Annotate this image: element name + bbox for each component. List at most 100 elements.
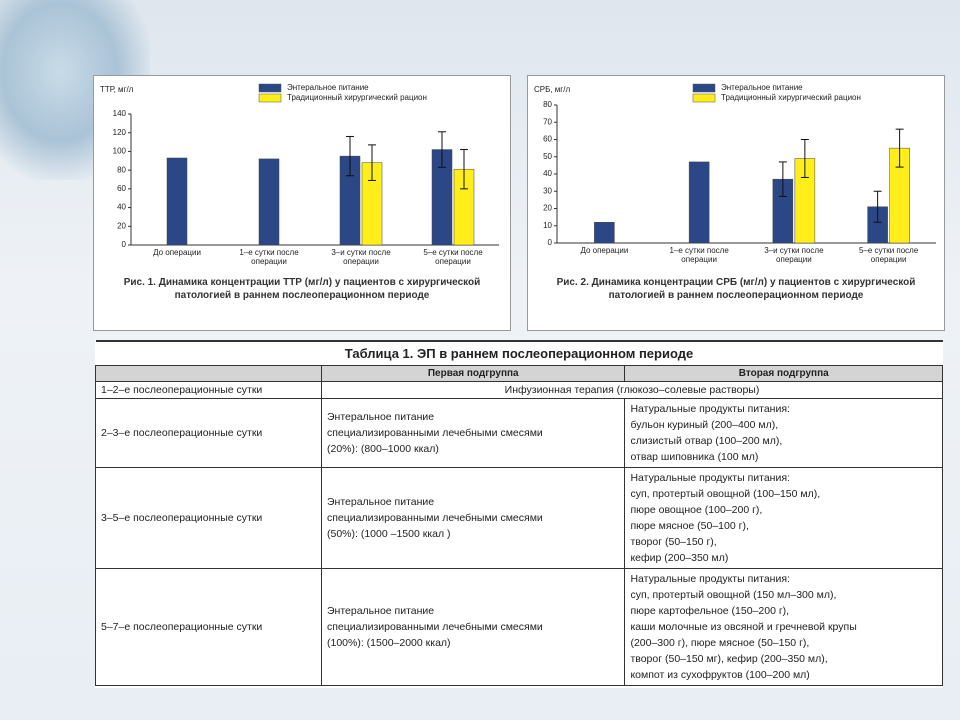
x-label-box: 5–е сутки после операции xyxy=(423,248,483,266)
x-tick-label: До операции xyxy=(153,248,201,257)
table-row: 2–3–е послеоперационные сутки Энтеральное… xyxy=(95,398,943,468)
y-tick-label: 120 xyxy=(113,128,127,137)
chart: СРБ, мг/л 0 10 20 30 40 50 60 70 80 Энтеральное пи… xyxy=(534,83,936,301)
x-tick-label: 5–е сутки после операции xyxy=(423,248,483,266)
cell-line: специализированными лечебными смесями xyxy=(327,427,543,439)
legend-label: Традиционный хирургический рацион xyxy=(721,93,861,102)
cell-line: отвар шиповника (100 мл) xyxy=(630,451,759,463)
period-cell: 3–5–е послеоперационные сутки xyxy=(95,467,322,569)
first-group-cell: Энтеральное питание специализированными л… xyxy=(320,467,626,569)
bar xyxy=(166,157,188,246)
cell-line: бульон куриный (200–400 мл), xyxy=(630,419,779,431)
header-cell: Первая подгруппа xyxy=(320,365,626,382)
cell-line: пюре овощное (100–200 г), xyxy=(630,504,763,516)
cell-line: Энтеральное питание xyxy=(327,411,435,423)
y-tick-label: 60 xyxy=(543,135,552,144)
x-tick-label: 1–е сутки после операции xyxy=(239,248,299,266)
chart-panel: ТТР, мг/л 0 20 40 60 80 100 120 140 Энтеральное п… xyxy=(93,75,511,331)
x-label-box: 3–и сутки после операции xyxy=(331,248,391,266)
x-label-box: До операции xyxy=(580,246,629,255)
y-axis-label: СРБ, мг/л xyxy=(534,85,570,94)
cell-line: творог (50–150 г), xyxy=(630,536,717,548)
cell-line: (200–300 г), пюре мясное (50–150 г), xyxy=(630,637,810,649)
period-cell: 5–7–е послеоперационные сутки xyxy=(95,568,322,686)
x-label-box: 1–е сутки после операции xyxy=(239,248,299,266)
y-tick-label: 100 xyxy=(113,147,127,156)
cell-line: (100%): (1500–2000 ккал) xyxy=(327,637,451,649)
x-tick-label: 5–е сутки после операции xyxy=(858,246,919,264)
y-tick-label: 60 xyxy=(117,184,126,193)
y-tick-label: 20 xyxy=(117,221,126,230)
caption-box: Рис. 2. Динамика концентрации СРБ (мг/л)… xyxy=(556,277,916,301)
cell-line: Энтеральное питание xyxy=(327,605,435,617)
cell-line: Натуральные продукты питания: xyxy=(630,573,790,585)
y-tick-label: 20 xyxy=(543,204,552,213)
bar xyxy=(594,222,615,244)
cell-line: Натуральные продукты питания: xyxy=(630,472,790,484)
table-row: 5–7–е послеоперационные сутки Энтеральное… xyxy=(95,568,943,686)
second-group-cell: Натуральные продукты питания: бульон кури… xyxy=(624,398,943,468)
y-tick-label: 80 xyxy=(117,165,126,174)
x-label-box: 1–е сутки после операции xyxy=(669,246,728,264)
legend-label: Энтеральное питание xyxy=(721,83,803,92)
cell-line: специализированными лечебными смесями xyxy=(327,621,543,633)
table-container: Таблица 1. ЭП в раннем послеоперационном… xyxy=(95,340,943,688)
legend-swatch xyxy=(258,93,282,103)
x-tick-label: 3–и сутки после операции xyxy=(331,248,391,266)
y-tick-label: 140 xyxy=(113,109,127,118)
caption-box: Рис. 1. Динамика концентрации ТТР (мг/л)… xyxy=(123,277,481,301)
cell-line: кефир (200–350 мл) xyxy=(630,552,729,564)
cell-line: специализированными лечебными смесями xyxy=(327,512,543,524)
first-group-cell: Энтеральное питание специализированными л… xyxy=(320,398,626,468)
y-tick-label: 40 xyxy=(117,203,126,212)
cell-line: компот из сухофруктов (100–200 мл) xyxy=(630,669,810,681)
y-tick-label: 0 xyxy=(548,238,553,247)
y-tick-label: 80 xyxy=(543,100,552,109)
y-tick-label: 40 xyxy=(543,169,552,178)
y-tick-label: 30 xyxy=(543,186,552,195)
chart-caption: Рис. 2. Динамика концентрации СРБ (мг/л)… xyxy=(556,277,916,301)
cell-line: суп, протертый овощной (100–150 мл), xyxy=(630,488,821,500)
x-label-box: 3–и сутки после операции xyxy=(764,246,823,264)
x-tick-label: До операции xyxy=(580,246,629,255)
legend-label: Энтеральное питание xyxy=(287,83,369,92)
bar xyxy=(258,158,280,246)
cell-line: творог (50–150 мг), кефир (200–350 мл), xyxy=(630,653,828,665)
cell-line: (50%): (1000 –1500 ккал ) xyxy=(327,528,451,540)
legend-label: Традиционный хирургический рацион xyxy=(287,93,427,102)
second-group-cell: Натуральные продукты питания: суп, протер… xyxy=(624,467,943,569)
chart-caption: Рис. 1. Динамика концентрации ТТР (мг/л)… xyxy=(123,277,481,301)
table: Таблица 1. ЭП в раннем послеоперационном… xyxy=(95,340,943,686)
cell-line: Энтеральное питание xyxy=(327,496,435,508)
period-cell: 1–2–е послеоперационные сутки xyxy=(95,381,322,399)
legend-swatch xyxy=(258,83,282,93)
cell-line: пюре картофельное (150–200 г), xyxy=(630,605,790,617)
y-tick-label: 50 xyxy=(543,152,552,161)
first-group-cell: Энтеральное питание специализированными л… xyxy=(320,568,626,686)
table-row: 3–5–е послеоперационные сутки Энтеральное… xyxy=(95,467,943,569)
table-title: Таблица 1. ЭП в раннем послеоперационном… xyxy=(95,340,943,366)
cell-line: (20%): (800–1000 ккал) xyxy=(327,443,439,455)
table-row: 1–2–е послеоперационные сутки Инфузионная… xyxy=(95,381,943,399)
x-label-box: 5–е сутки после операции xyxy=(858,246,919,264)
cell-line: слизистый отвар (100–200 мл), xyxy=(630,435,783,447)
period-cell: 2–3–е послеоперационные сутки xyxy=(95,398,322,468)
legend-swatch xyxy=(692,93,716,103)
chart-panel: СРБ, мг/л 0 10 20 30 40 50 60 70 80 Энтеральное пи… xyxy=(527,75,945,331)
bar xyxy=(688,161,710,244)
y-tick-label: 0 xyxy=(122,240,127,249)
y-tick-label: 10 xyxy=(543,221,552,230)
common-cell: Инфузионная терапия (глюкозо–солевые рас… xyxy=(321,381,943,399)
x-label-box: До операции xyxy=(153,248,201,257)
cell-line: каши молочные из овсяной и гречневой кру… xyxy=(630,621,857,633)
cell-line: пюре мясное (50–100 г), xyxy=(630,520,749,532)
header-cell: Вторая подгруппа xyxy=(624,365,943,382)
y-tick-label: 70 xyxy=(543,117,552,126)
second-group-cell: Натуральные продукты питания: суп, протер… xyxy=(624,568,943,686)
y-axis-label: ТТР, мг/л xyxy=(100,85,134,94)
chart: ТТР, мг/л 0 20 40 60 80 100 120 140 Энтеральное п… xyxy=(100,83,499,301)
cell-line: суп, протертый овощной (150 мл–300 мл), xyxy=(630,589,837,601)
header-cell xyxy=(95,365,322,382)
legend-swatch xyxy=(692,83,716,93)
